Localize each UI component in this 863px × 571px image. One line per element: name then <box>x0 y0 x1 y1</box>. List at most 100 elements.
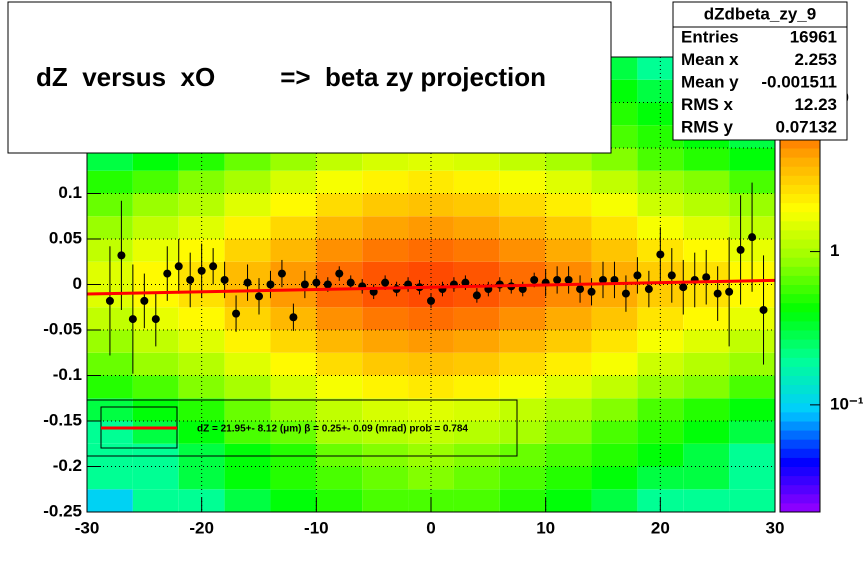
heatmap-cell <box>316 466 363 490</box>
heatmap-cell <box>453 466 500 490</box>
heatmap-cell <box>224 193 271 217</box>
color-bar-segment <box>780 448 820 458</box>
heatmap-cell <box>224 148 271 171</box>
color-bar-segment <box>780 138 820 149</box>
heatmap-cell <box>683 216 730 239</box>
heatmap-cell <box>87 398 133 421</box>
heatmap-cell <box>591 193 638 217</box>
heatmap-cell <box>132 421 179 444</box>
stats-label: RMS x <box>681 95 734 114</box>
heatmap-cell <box>87 352 133 376</box>
heatmap-cell <box>729 330 775 353</box>
heatmap-cell <box>362 443 409 467</box>
color-bar-segment <box>780 266 820 276</box>
heatmap-cell <box>224 216 271 239</box>
profile-point <box>472 291 481 300</box>
heatmap-cell <box>87 443 133 467</box>
profile-point <box>725 287 734 296</box>
z-tick-label: 10⁻¹ <box>830 394 863 413</box>
heatmap-cell <box>362 466 409 490</box>
color-bar-segment <box>780 502 820 513</box>
color-bar-segment <box>780 348 820 358</box>
stats-label: Mean x <box>681 50 739 69</box>
heatmap-cell <box>499 489 546 512</box>
heatmap-cell <box>729 307 775 330</box>
profile-point <box>644 285 653 294</box>
heatmap-cell <box>545 421 592 444</box>
profile-point <box>197 266 206 275</box>
heatmap-cell <box>637 421 684 444</box>
heatmap-cell <box>499 375 546 399</box>
heatmap-cell <box>224 489 271 512</box>
color-bar-segment <box>780 248 820 258</box>
heatmap-cell <box>178 216 225 239</box>
x-tick-label: 0 <box>426 518 435 537</box>
stats-value: 16961 <box>790 27 837 46</box>
stats-value: -0.001511 <box>761 72 837 91</box>
heatmap-cell <box>637 125 684 148</box>
heatmap-cell <box>362 330 409 353</box>
heatmap-cell <box>316 489 363 512</box>
color-bar-segment <box>780 157 820 167</box>
stats-title: dZdbeta_zy_9 <box>704 4 816 23</box>
heatmap-cell <box>87 421 133 444</box>
heatmap-cell <box>683 375 730 399</box>
x-tick-label: 30 <box>766 518 785 537</box>
heatmap-cell <box>683 398 730 421</box>
color-bar-segment <box>780 184 820 194</box>
profile-point <box>553 275 562 284</box>
heatmap-cell <box>591 330 638 353</box>
x-tick-label: 20 <box>651 518 670 537</box>
heatmap-cell <box>362 352 409 376</box>
heatmap-cell <box>591 489 638 512</box>
heatmap-cell <box>591 170 638 194</box>
heatmap-cell <box>132 148 179 171</box>
heatmap-cell <box>270 443 317 467</box>
heatmap-cell <box>499 216 546 239</box>
heatmap-cell <box>270 216 317 239</box>
heatmap-cell <box>87 193 133 217</box>
heatmap-cell <box>316 421 363 444</box>
color-bar-segment <box>780 402 820 413</box>
stats-label: RMS y <box>681 117 734 136</box>
color-bar-segment <box>780 484 820 495</box>
heatmap-cell <box>132 489 179 512</box>
heatmap-cell <box>499 261 546 285</box>
color-bar-segment <box>780 411 820 422</box>
profile-point <box>667 271 676 280</box>
heatmap-cell <box>362 421 409 444</box>
heatmap-cell <box>362 148 409 171</box>
heatmap-cell <box>178 352 225 376</box>
x-tick-label: -10 <box>304 518 329 537</box>
color-bar-segment <box>780 366 820 376</box>
heatmap-cell <box>545 170 592 194</box>
heatmap-cell <box>499 170 546 194</box>
heatmap-cell <box>132 398 179 421</box>
heatmap-cell <box>683 489 730 512</box>
heatmap-cell <box>637 375 684 399</box>
heatmap-cell <box>545 352 592 376</box>
color-bar-segment <box>780 430 820 440</box>
heatmap-cell <box>453 489 500 512</box>
heatmap-cell <box>362 239 409 262</box>
heatmap-cell <box>178 193 225 217</box>
heatmap-cell <box>132 261 179 285</box>
heatmap-cell <box>408 170 454 194</box>
profile-point <box>323 280 332 289</box>
legend-box <box>86 399 518 457</box>
heatmap-cell <box>545 148 592 171</box>
heatmap-cell <box>132 352 179 376</box>
profile-point <box>243 278 252 287</box>
heatmap-cell <box>591 216 638 239</box>
heatmap-cell <box>453 261 500 285</box>
heatmap-cell <box>545 375 592 399</box>
heatmap-cell <box>453 148 500 171</box>
heatmap-cell <box>637 79 684 103</box>
heatmap-cell <box>362 216 409 239</box>
heatmap-cell <box>637 307 684 330</box>
heatmap-cell <box>362 489 409 512</box>
heatmap-cell <box>132 443 179 467</box>
heatmap-cell <box>591 239 638 262</box>
profile-point <box>518 285 527 294</box>
color-bar-segment <box>780 384 820 395</box>
